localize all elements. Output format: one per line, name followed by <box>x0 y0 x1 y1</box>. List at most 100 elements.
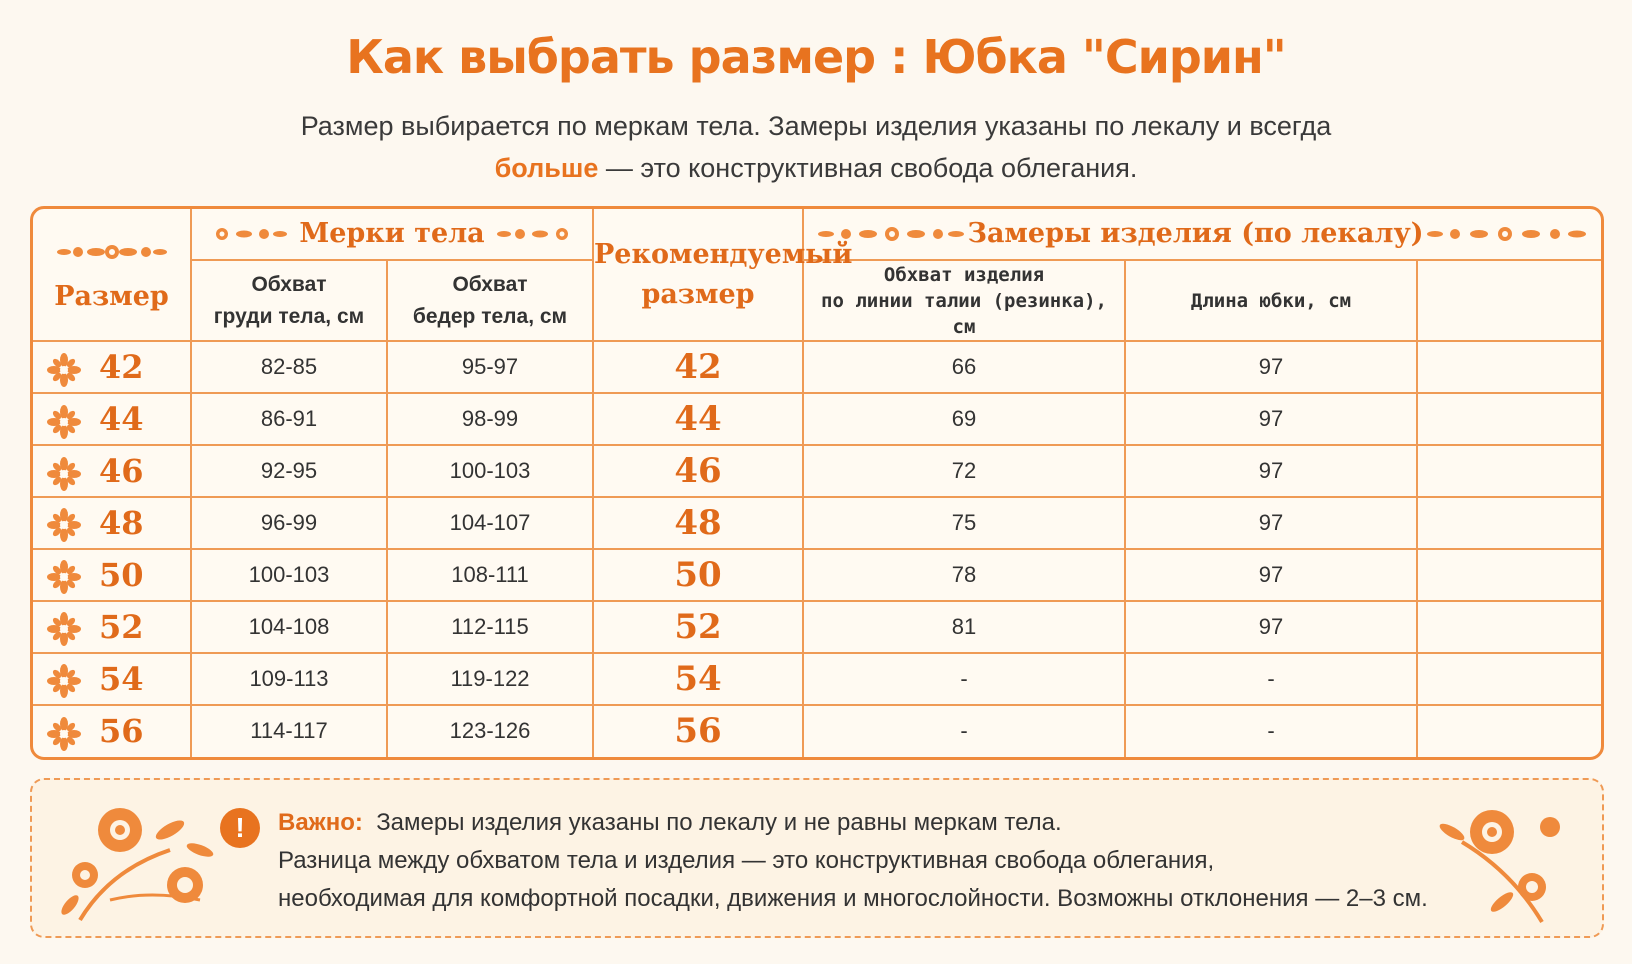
header-body-label: Мерки тела <box>299 218 485 250</box>
flower-icon <box>47 456 81 491</box>
note-label: Важно: <box>278 809 363 836</box>
header-recommended: Рекомендуемый размер <box>592 209 853 343</box>
subtitle-line-1: Размер выбирается по меркам тела. Замеры… <box>300 111 1332 141</box>
empty-cell <box>1416 341 1601 395</box>
recommended-cell: 42 <box>592 341 804 395</box>
size-value: 50 <box>99 555 144 594</box>
waist-cell: 78 <box>802 548 1126 603</box>
note-line-2: Разница между обхватом тела и изделия — … <box>278 847 1215 874</box>
size-value: 42 <box>99 348 144 387</box>
size-cell: 48 <box>33 496 192 551</box>
header-hips-line-2: бедер тела, см <box>412 304 568 328</box>
size-cell: 52 <box>33 600 192 655</box>
table-row: 50 100-103 108-111 50 78 97 <box>33 548 1601 603</box>
hips-cell: 100-103 <box>386 444 594 499</box>
ornament-icon <box>216 227 287 240</box>
length-cell: 97 <box>1124 548 1418 603</box>
header-waist: Обхват изделия по линии талии (резинка),… <box>802 258 1126 343</box>
table-row: 54 109-113 119-122 54- - <box>33 652 1601 706</box>
header-product-label: Замеры изделия (по лекалу) <box>967 218 1424 250</box>
chest-cell: 114-117 <box>190 703 388 757</box>
waist-cell: 66 <box>802 341 1126 395</box>
chest-cell: 100-103 <box>190 548 388 603</box>
header-length: Длина юбки, см <box>1124 258 1418 343</box>
recommended-cell: 56 <box>592 703 804 757</box>
header-length-label: Длина юбки, см <box>1190 289 1352 312</box>
subtitle-line-2-rest: — это конструктивная свобода облегания. <box>598 153 1138 183</box>
table-row: 46 92-95 100-103 46 72 97 <box>33 444 1601 499</box>
flower-icon <box>47 508 81 543</box>
hips-cell: 112-115 <box>386 600 594 655</box>
size-cell: 42 <box>33 341 192 395</box>
table-row: 52 104-108 112-115 52 81 97 <box>33 600 1601 655</box>
size-value: 56 <box>99 712 144 751</box>
chest-cell: 82-85 <box>190 341 388 395</box>
ornament-icon <box>818 226 964 241</box>
note-line-1: Важно: Замеры изделия указаны по лекалу … <box>278 804 1428 842</box>
chest-cell: 104-108 <box>190 600 388 655</box>
flower-icon <box>47 716 81 751</box>
header-rec-line-2: размер <box>641 278 755 310</box>
size-value: 54 <box>99 659 144 698</box>
hips-cell: 119-122 <box>386 652 594 706</box>
length-cell: 97 <box>1124 392 1418 447</box>
size-cell: 44 <box>33 392 192 447</box>
header-chest-line-1: Обхват <box>251 272 327 296</box>
header-size-label: Размер <box>54 281 169 313</box>
header-rec-line-1: Рекомендуемый <box>594 238 853 270</box>
note-text: Важно: Замеры изделия указаны по лекалу … <box>278 804 1428 918</box>
size-cell: 56 <box>33 703 192 757</box>
ornament-icon <box>1426 226 1586 241</box>
flower-icon <box>47 352 81 387</box>
size-cell: 54 <box>33 652 192 706</box>
floral-ornament-icon <box>61 808 214 922</box>
table-row: 44 86-91 98-99 44 69 97 <box>33 392 1601 447</box>
waist-cell: 69 <box>802 392 1126 447</box>
waist-cell: - <box>802 703 1126 757</box>
length-cell: - <box>1124 703 1418 757</box>
header-hips: Обхват бедер тела, см <box>386 258 594 343</box>
hips-cell: 104-107 <box>386 496 594 551</box>
flower-icon <box>47 560 81 595</box>
recommended-cell: 52 <box>592 600 804 655</box>
table-row: 48 96-99 104-107 48 75 97 <box>33 496 1601 551</box>
subtitle-line-2: больше — это конструктивная свобода обле… <box>0 147 1632 189</box>
header-product-group: Замеры изделия (по лекалу) <box>802 209 1601 261</box>
note-line-3: необходимая для комфортной посадки, движ… <box>278 885 1428 912</box>
chest-cell: 92-95 <box>190 444 388 499</box>
recommended-cell: 50 <box>592 548 804 603</box>
chest-cell: 86-91 <box>190 392 388 447</box>
flower-icon <box>47 664 81 699</box>
header-chest-line-2: груди тела, см <box>213 304 365 328</box>
page-title: Как выбрать размер : Юбка "Сирин" <box>346 30 1287 84</box>
empty-cell <box>1416 444 1601 499</box>
size-cell: 46 <box>33 444 192 499</box>
table-row: 42 82-85 95-97 42 66 97 <box>33 341 1601 395</box>
hips-cell: 98-99 <box>386 392 594 447</box>
recommended-cell: 48 <box>592 496 804 551</box>
table-row: 56 114-117 123-126 56- - <box>33 703 1601 757</box>
length-cell: 97 <box>1124 444 1418 499</box>
chest-cell: 96-99 <box>190 496 388 551</box>
empty-cell <box>1416 703 1601 757</box>
recommended-cell: 44 <box>592 392 804 447</box>
header-waist-line-2: по линии талии (резинка), см <box>821 289 1107 338</box>
recommended-cell: 46 <box>592 444 804 499</box>
size-value: 48 <box>99 503 144 542</box>
size-value: 44 <box>99 400 144 439</box>
header-empty <box>1416 258 1601 343</box>
size-table: Размер Мерки тела Рекомендуемый размер З <box>30 206 1604 760</box>
waist-cell: 75 <box>802 496 1126 551</box>
empty-cell <box>1416 652 1601 706</box>
note-line-1-text: Замеры изделия указаны по лекалу и не ра… <box>376 809 1062 836</box>
ornament-icon <box>497 227 568 240</box>
size-cell: 50 <box>33 548 192 603</box>
waist-cell: 81 <box>802 600 1126 655</box>
subtitle-bold: больше <box>494 153 599 183</box>
empty-cell <box>1416 496 1601 551</box>
floral-ornament-icon <box>1439 810 1560 924</box>
recommended-cell: 54 <box>592 652 804 706</box>
hips-cell: 95-97 <box>386 341 594 395</box>
length-cell: 97 <box>1124 496 1418 551</box>
waist-cell: - <box>802 652 1126 706</box>
